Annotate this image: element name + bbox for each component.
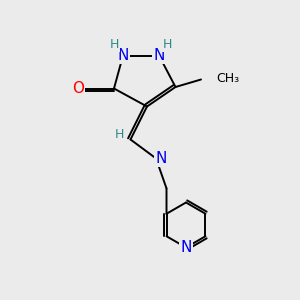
- Text: N: N: [117, 48, 129, 63]
- Text: CH₃: CH₃: [216, 71, 239, 85]
- Text: N: N: [180, 240, 192, 255]
- Text: N: N: [156, 151, 167, 166]
- Text: H: H: [163, 38, 172, 51]
- Text: H: H: [110, 38, 119, 51]
- Text: N: N: [153, 48, 165, 63]
- Text: O: O: [72, 81, 84, 96]
- Text: H: H: [114, 128, 124, 142]
